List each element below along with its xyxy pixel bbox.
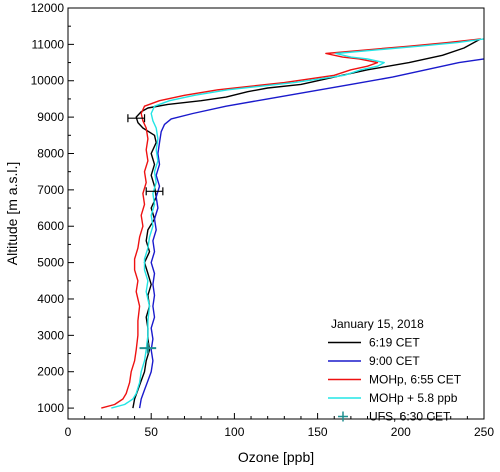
y-tick-label: 10000 <box>31 74 65 88</box>
y-tick-label: 11000 <box>32 37 65 51</box>
y-tick-label: 1000 <box>37 401 64 415</box>
series-line <box>132 38 482 409</box>
legend-label: MOHp, 6:55 CET <box>369 373 462 387</box>
y-tick-label: 12000 <box>31 1 65 15</box>
series-line <box>101 38 481 409</box>
plot-lines <box>101 38 485 409</box>
series-line <box>138 58 485 409</box>
series-line <box>111 38 485 409</box>
x-tick-label: 0 <box>65 425 72 439</box>
y-tick-label: 5000 <box>37 256 64 270</box>
y-tick-label: 9000 <box>37 110 64 124</box>
legend-label: MOHp + 5.8 ppb <box>369 391 458 405</box>
legend-title: January 15, 2018 <box>331 317 424 331</box>
y-axis-title: Altitude [m a.s.l.] <box>4 162 20 265</box>
y-tick-label: 4000 <box>37 292 64 306</box>
y-tick-label: 2000 <box>37 365 64 379</box>
markers <box>127 114 164 354</box>
x-tick-label: 100 <box>224 425 244 439</box>
legend-label: UFS, 6:30 CET <box>369 410 451 424</box>
y-axis: 1000 2000 3000 4000 5000 6000 7000 8000 9000 1000… <box>31 1 74 415</box>
x-tick-label: 150 <box>308 425 328 439</box>
y-tick-label: 8000 <box>37 146 64 160</box>
y-tick-label: 3000 <box>37 328 64 342</box>
legend: January 15, 2018 6:19 CET 9:00 CET MOHp, 6… <box>328 317 462 424</box>
legend-label: 6:19 CET <box>369 336 420 350</box>
y-tick-label: 6000 <box>37 219 64 233</box>
plot-frame <box>67 7 485 420</box>
x-tick-label: 200 <box>391 425 411 439</box>
x-tick-label: 250 <box>474 425 494 439</box>
x-axis-title: Ozone [ppb] <box>238 449 314 465</box>
legend-label: 9:00 CET <box>369 354 420 368</box>
x-axis: 0 50 100 150 200 250 <box>65 413 494 439</box>
y-tick-label: 7000 <box>37 183 64 197</box>
x-tick-label: 50 <box>145 425 159 439</box>
